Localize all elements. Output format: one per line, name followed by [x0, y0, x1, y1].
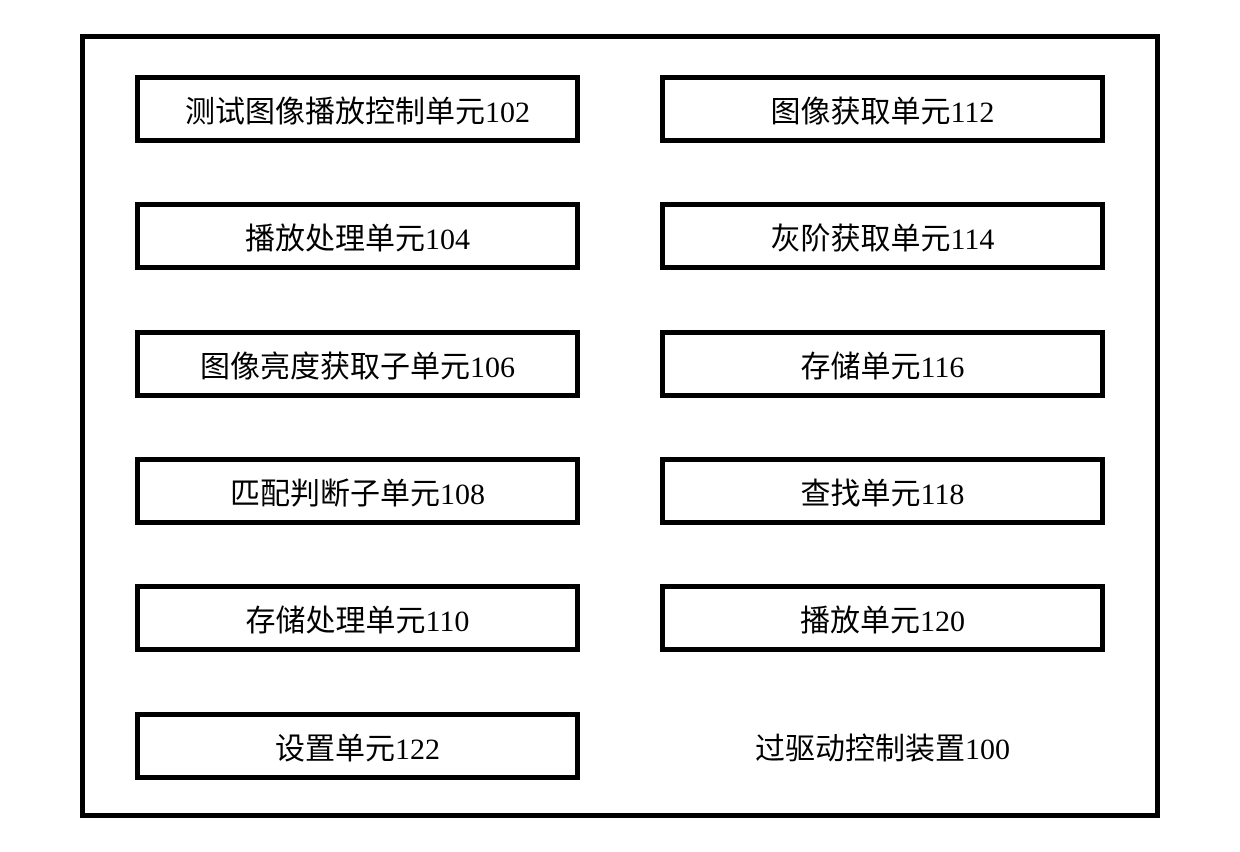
- unit-test-image-playback-control-102: 测试图像播放控制单元102: [135, 75, 580, 143]
- unit-storage-116: 存储单元116: [660, 330, 1105, 398]
- unit-image-acquire-112: 图像获取单元112: [660, 75, 1105, 143]
- unit-search-118: 查找单元118: [660, 457, 1105, 525]
- unit-storage-process-110: 存储处理单元110: [135, 584, 580, 652]
- unit-image-brightness-subunit-106: 图像亮度获取子单元106: [135, 330, 580, 398]
- unit-playback-process-104: 播放处理单元104: [135, 202, 580, 270]
- device-title-100: 过驱动控制装置100: [660, 712, 1105, 780]
- device-outer-box: 测试图像播放控制单元102 图像获取单元112 播放处理单元104 灰阶获取单元…: [80, 34, 1160, 818]
- unit-grayscale-acquire-114: 灰阶获取单元114: [660, 202, 1105, 270]
- unit-match-judge-subunit-108: 匹配判断子单元108: [135, 457, 580, 525]
- unit-playback-120: 播放单元120: [660, 584, 1105, 652]
- unit-settings-122: 设置单元122: [135, 712, 580, 780]
